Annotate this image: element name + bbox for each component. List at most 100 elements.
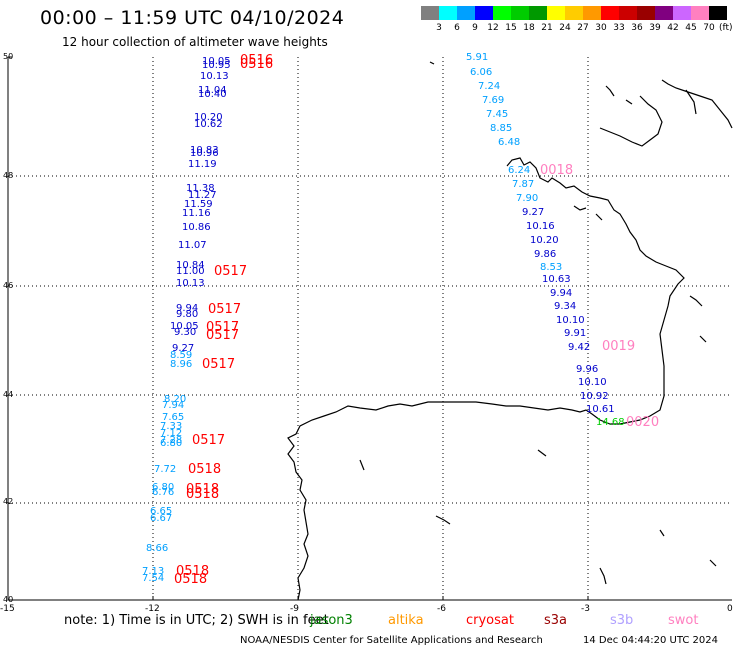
colorbar-label: 6 <box>454 23 460 33</box>
wave-height-label: 14.68 <box>596 417 625 428</box>
wave-height-label: 10.05 <box>170 321 199 332</box>
colorbar-label: 3 <box>436 23 442 33</box>
wave-height-label: 7.72 <box>154 464 177 475</box>
wave-height-label: 9.30 <box>174 327 197 338</box>
wave-height-label: 7.45 <box>486 109 509 120</box>
colorbar-label: 21 <box>541 23 553 33</box>
legend-item-cryosat: cryosat <box>466 613 514 628</box>
footnote: note: 1) Time is in UTC; 2) SWH is in fe… <box>64 613 329 628</box>
wave-height-label: 7.12 <box>160 428 183 439</box>
wave-height-label: 9.86 <box>534 249 557 260</box>
wave-height-label: 9.94 <box>550 288 573 299</box>
pass-time-label: 0517 <box>202 357 236 372</box>
wave-height-label: 8.96 <box>170 359 193 370</box>
wave-height-label: 11.00 <box>176 266 205 277</box>
colorbar-swatch <box>637 6 655 20</box>
colorbar-label: 15 <box>505 23 517 33</box>
colorbar-label: 70 <box>703 23 715 33</box>
colorbar-swatch <box>601 6 619 20</box>
colorbar-swatch <box>511 6 529 20</box>
pass-time-label: 0516 <box>240 53 274 68</box>
footer-timestamp: 14 Dec 04:44:20 UTC 2024 <box>583 635 718 646</box>
colorbar-swatch <box>475 6 493 20</box>
wave-height-label: 10.13 <box>200 71 229 82</box>
wave-height-label: 7.87 <box>512 179 535 190</box>
wave-height-label: 10.20 <box>194 112 223 123</box>
wave-height-label: 10.61 <box>586 404 615 415</box>
wave-height-label: 11.16 <box>182 208 211 219</box>
wave-height-label: 10.86 <box>182 222 211 233</box>
wave-height-label: 10.10 <box>556 315 585 326</box>
wave-height-label: 10.13 <box>176 278 205 289</box>
colorbar-swatch <box>493 6 511 20</box>
pass-time-label: 0019 <box>602 339 636 354</box>
colorbar-label: 42 <box>667 23 679 33</box>
wave-height-label: 11.59 <box>184 199 213 210</box>
wave-height-label: 6.65 <box>150 506 173 517</box>
wave-height-label: 10.62 <box>194 119 223 130</box>
colorbar-label: 12 <box>487 23 499 33</box>
wave-height-label: 8.20 <box>164 394 187 405</box>
lat-label: 44 <box>3 390 14 399</box>
wave-height-label: 6.76 <box>152 487 175 498</box>
colorbar-label: 33 <box>613 23 625 33</box>
wave-height-label: 7.69 <box>482 95 505 106</box>
wave-height-label: 6.48 <box>498 137 521 148</box>
wave-height-label: 10.05 <box>202 56 231 67</box>
lon-label: -15 <box>0 604 15 614</box>
lon-label: -6 <box>437 604 446 614</box>
colorbar-swatch <box>547 6 565 20</box>
colorbar-label: 24 <box>559 23 571 33</box>
map-title: 00:00 – 11:59 UTC 04/10/2024 <box>40 7 345 29</box>
pass-time-label: 0517 <box>192 433 226 448</box>
wave-height-label: 8.85 <box>490 123 513 134</box>
wave-height-label: 11.04 <box>198 85 227 96</box>
colorbar-label: 27 <box>577 23 589 33</box>
wave-height-label: 9.42 <box>568 342 591 353</box>
colorbar-swatch <box>655 6 673 20</box>
colorbar-label: 39 <box>649 23 661 33</box>
lat-label: 46 <box>3 281 14 290</box>
lon-label: -3 <box>581 604 590 614</box>
legend-item-s3a: s3a <box>544 613 568 628</box>
pass-time-label: 0518 <box>174 572 208 587</box>
legend-item-swot: swot <box>668 613 699 628</box>
lon-label: -9 <box>290 604 299 614</box>
colorbar-swatch <box>529 6 547 20</box>
colorbar-swatch <box>439 6 457 20</box>
wave-height-label: 10.95 <box>202 60 231 71</box>
wave-height-label: 7.28 <box>160 435 183 446</box>
graticule <box>8 57 732 600</box>
wave-height-label: 11.07 <box>178 240 207 251</box>
wave-height-label: 9.91 <box>564 328 587 339</box>
wave-height-label: 7.13 <box>142 566 165 577</box>
lon-label: 0 <box>727 604 733 614</box>
colorbar-swatch <box>583 6 601 20</box>
pass-time-label: 0517 <box>206 328 240 343</box>
wave-height-label: 6.67 <box>150 513 173 524</box>
wave-height-label: 7.33 <box>160 421 183 432</box>
wave-height-label: 10.16 <box>526 221 555 232</box>
wave-height-label: 6.06 <box>470 67 493 78</box>
pass-time-label: 0518 <box>186 487 220 502</box>
pass-time-label: 0518 <box>176 564 210 579</box>
wave-height-label: 7.65 <box>162 412 185 423</box>
colorbar-swatch <box>565 6 583 20</box>
wave-height-label: 8.66 <box>146 543 169 554</box>
wave-height-label: 9.34 <box>554 301 577 312</box>
footer-organization: NOAA/NESDIS Center for Satellite Applica… <box>240 635 543 646</box>
wave-height-label: 6.24 <box>508 165 531 176</box>
lon-label: -12 <box>145 604 160 614</box>
wave-height-label: 11.27 <box>188 190 217 201</box>
lat-label: 50 <box>3 52 14 61</box>
wave-height-label: 9.27 <box>522 207 545 218</box>
wave-height-label: 6.80 <box>152 482 175 493</box>
pass-time-label: 0018 <box>540 163 574 178</box>
wave-height-label: 10.83 <box>190 145 219 156</box>
colorbar-swatch <box>421 6 439 20</box>
pass-time-label: 0518 <box>186 482 220 497</box>
lat-label: 40 <box>3 595 14 604</box>
pass-time-label: 0516 <box>240 57 274 72</box>
wave-height-label: 7.54 <box>142 573 165 584</box>
wave-height-label: 10.92 <box>580 391 609 402</box>
